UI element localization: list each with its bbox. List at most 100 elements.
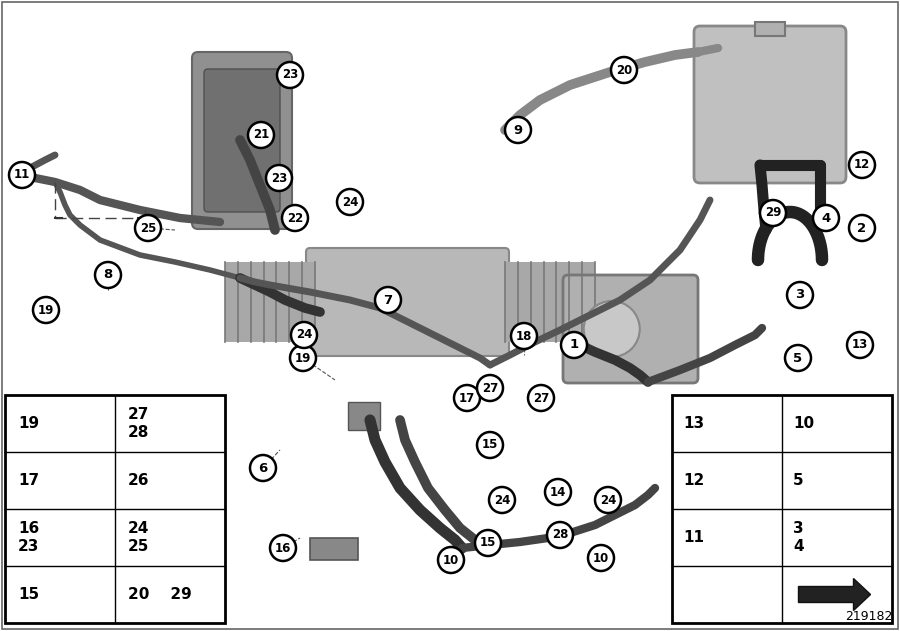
- Text: 1: 1: [570, 338, 579, 351]
- Text: 24: 24: [494, 493, 510, 507]
- Text: 9: 9: [513, 124, 523, 136]
- Circle shape: [95, 262, 121, 288]
- Circle shape: [266, 165, 292, 191]
- Text: 11: 11: [683, 530, 704, 545]
- Circle shape: [595, 487, 621, 513]
- Text: 3
4: 3 4: [793, 521, 804, 553]
- Text: 28: 28: [552, 529, 568, 541]
- Text: 19: 19: [18, 416, 40, 431]
- Text: 27: 27: [482, 382, 498, 394]
- Circle shape: [438, 547, 464, 573]
- FancyBboxPatch shape: [563, 275, 698, 383]
- Circle shape: [849, 215, 875, 241]
- Circle shape: [528, 385, 554, 411]
- Text: 24
25: 24 25: [128, 521, 149, 553]
- Text: 24: 24: [296, 329, 312, 341]
- Circle shape: [135, 215, 161, 241]
- Circle shape: [9, 162, 35, 188]
- Circle shape: [250, 455, 276, 481]
- Circle shape: [847, 332, 873, 358]
- Text: 12: 12: [683, 473, 704, 488]
- Circle shape: [477, 432, 503, 458]
- Circle shape: [547, 522, 573, 548]
- Circle shape: [489, 487, 515, 513]
- Circle shape: [375, 287, 401, 313]
- Bar: [225, 262, 315, 342]
- Circle shape: [248, 122, 274, 148]
- Text: 25: 25: [140, 221, 157, 235]
- Circle shape: [787, 282, 813, 308]
- Text: 24: 24: [342, 196, 358, 208]
- Text: 22: 22: [287, 211, 303, 225]
- Text: 13: 13: [852, 338, 868, 351]
- Text: 5: 5: [793, 473, 804, 488]
- Circle shape: [277, 62, 303, 88]
- Text: 15: 15: [18, 587, 40, 602]
- Text: 19: 19: [38, 304, 54, 317]
- Bar: [755, 22, 785, 36]
- Text: 29: 29: [765, 206, 781, 220]
- Text: 14: 14: [550, 485, 566, 498]
- Text: 16
23: 16 23: [18, 521, 40, 553]
- Text: 3: 3: [796, 288, 805, 302]
- FancyBboxPatch shape: [306, 248, 509, 356]
- Circle shape: [785, 345, 811, 371]
- Circle shape: [282, 205, 308, 231]
- Text: 4: 4: [822, 211, 831, 225]
- Text: 219182: 219182: [846, 610, 893, 623]
- Text: 16: 16: [274, 541, 292, 555]
- Circle shape: [33, 297, 59, 323]
- Polygon shape: [798, 579, 870, 611]
- Circle shape: [337, 189, 363, 215]
- Text: 20: 20: [616, 64, 632, 76]
- Bar: [672, 395, 892, 623]
- Text: 7: 7: [383, 293, 392, 307]
- Text: 5: 5: [794, 351, 803, 365]
- Circle shape: [588, 545, 614, 571]
- Text: 15: 15: [480, 536, 496, 550]
- Text: 23: 23: [271, 172, 287, 184]
- Text: 10: 10: [593, 551, 609, 565]
- Bar: [310, 538, 358, 560]
- Circle shape: [760, 200, 786, 226]
- Circle shape: [454, 385, 480, 411]
- Text: 19: 19: [295, 351, 311, 365]
- Circle shape: [505, 117, 531, 143]
- Circle shape: [849, 152, 875, 178]
- Circle shape: [545, 479, 571, 505]
- Text: 6: 6: [258, 461, 267, 475]
- Text: 15: 15: [482, 439, 499, 452]
- Circle shape: [475, 530, 501, 556]
- Circle shape: [290, 345, 316, 371]
- FancyBboxPatch shape: [694, 26, 846, 183]
- Circle shape: [270, 535, 296, 561]
- Text: 27: 27: [533, 391, 549, 404]
- Bar: [5, 395, 225, 623]
- Circle shape: [477, 375, 503, 401]
- Text: 10: 10: [793, 416, 814, 431]
- Text: 2: 2: [858, 221, 867, 235]
- Circle shape: [291, 322, 317, 348]
- Text: 20    29: 20 29: [128, 587, 192, 602]
- FancyBboxPatch shape: [204, 69, 280, 212]
- Circle shape: [611, 57, 637, 83]
- Text: 12: 12: [854, 158, 870, 172]
- Text: 17: 17: [18, 473, 40, 488]
- Text: 18: 18: [516, 329, 532, 343]
- Circle shape: [813, 205, 839, 231]
- Text: 26: 26: [128, 473, 149, 488]
- Text: 10: 10: [443, 553, 459, 567]
- Text: 21: 21: [253, 129, 269, 141]
- Text: 11: 11: [14, 168, 30, 182]
- Text: 24: 24: [599, 493, 616, 507]
- Text: 17: 17: [459, 391, 475, 404]
- Circle shape: [584, 301, 640, 357]
- Text: 13: 13: [683, 416, 704, 431]
- FancyBboxPatch shape: [192, 52, 292, 229]
- Circle shape: [561, 332, 587, 358]
- Text: 8: 8: [104, 269, 112, 281]
- Bar: [505, 262, 595, 342]
- Bar: [348, 402, 380, 430]
- Circle shape: [511, 323, 537, 349]
- Text: 27
28: 27 28: [128, 407, 149, 440]
